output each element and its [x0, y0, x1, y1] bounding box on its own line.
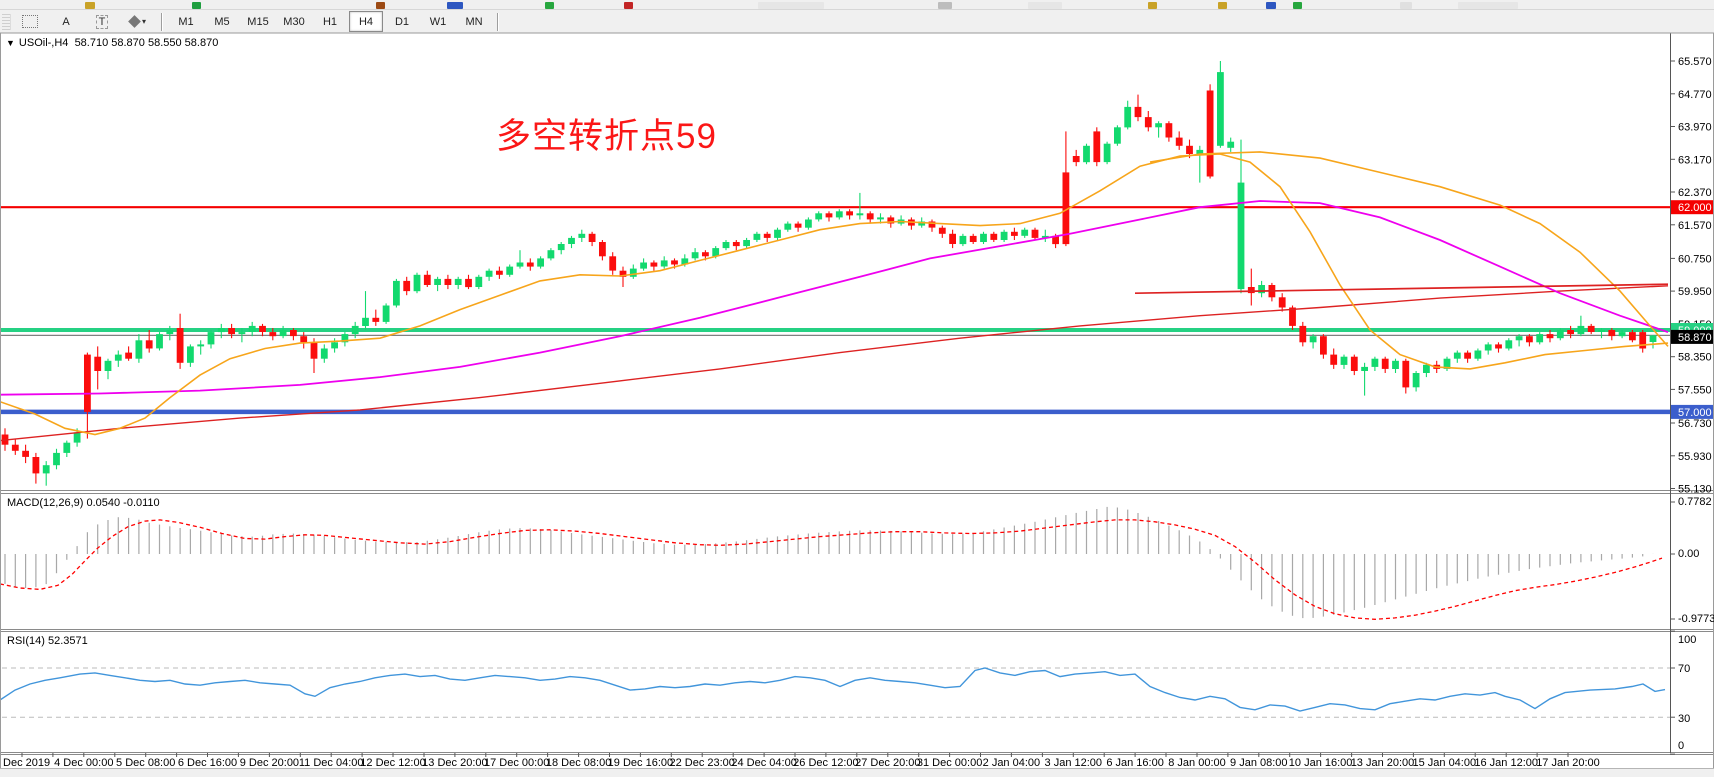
svg-text:63.170: 63.170	[1678, 154, 1712, 166]
svg-text:10 Jan 16:00: 10 Jan 16:00	[1289, 757, 1353, 769]
svg-text:57.000: 57.000	[1678, 407, 1712, 419]
svg-text:62.000: 62.000	[1678, 202, 1712, 214]
toolbar-icon-fragment	[938, 2, 952, 9]
svg-text:26 Dec 12:00: 26 Dec 12:00	[793, 757, 858, 769]
svg-text:24 Dec 04:00: 24 Dec 04:00	[731, 757, 796, 769]
svg-text:0.7782: 0.7782	[1678, 496, 1712, 508]
svg-text:16 Jan 12:00: 16 Jan 12:00	[1474, 757, 1538, 769]
svg-text:64.770: 64.770	[1678, 89, 1712, 101]
toolbar-icon-fragment	[1400, 2, 1412, 9]
toolbar-icon-fragment	[1266, 2, 1276, 9]
toolbar-icon-fragment	[1293, 2, 1302, 9]
svg-text:58.870: 58.870	[1678, 332, 1712, 344]
svg-text:12 Dec 12:00: 12 Dec 12:00	[360, 757, 425, 769]
rsi-label: RSI(14) 52.3571	[7, 635, 88, 647]
top-toolbar-strip	[0, 0, 1714, 10]
tf-button-w1[interactable]: W1	[429, 15, 447, 28]
svg-text:31 Dec 00:00: 31 Dec 00:00	[917, 757, 982, 769]
svg-text:60.750: 60.750	[1678, 253, 1712, 265]
svg-text:8 Jan 00:00: 8 Jan 00:00	[1168, 757, 1226, 769]
ohlc-values: 58.710 58.870 58.550 58.870	[74, 37, 219, 49]
tf-button-mn[interactable]: MN	[465, 15, 483, 28]
crosshair-tool-button[interactable]	[13, 11, 47, 32]
text-tool-button[interactable]: T	[85, 11, 119, 32]
svg-text:59.950: 59.950	[1678, 286, 1712, 298]
collapse-triangle-icon[interactable]: ▼	[6, 38, 15, 48]
svg-text:56.730: 56.730	[1678, 418, 1712, 430]
svg-text:2 Dec 2019: 2 Dec 2019	[0, 757, 50, 769]
chart-annotation-text: 多空转折点59	[496, 117, 717, 156]
toolbar-icon-fragment	[376, 2, 385, 9]
toolbar-separator	[497, 12, 499, 31]
svg-text:6 Jan 16:00: 6 Jan 16:00	[1106, 757, 1164, 769]
svg-text:17 Dec 00:00: 17 Dec 00:00	[484, 757, 549, 769]
svg-text:4 Dec 00:00: 4 Dec 00:00	[54, 757, 113, 769]
svg-text:17 Jan 20:00: 17 Jan 20:00	[1536, 757, 1600, 769]
tf-button-m30[interactable]: M30	[283, 15, 305, 28]
tf-button-h1[interactable]: H1	[322, 15, 338, 28]
chevron-down-icon: ▾	[141, 17, 146, 26]
toolbar-icon-fragment	[758, 2, 824, 9]
toolbar-icon-fragment	[85, 2, 95, 9]
svg-text:11 Dec 04:00: 11 Dec 04:00	[299, 757, 364, 769]
svg-text:30: 30	[1678, 713, 1690, 725]
svg-text:2 Jan 04:00: 2 Jan 04:00	[983, 757, 1041, 769]
arrows-tool-button[interactable]: ▾	[121, 11, 155, 32]
svg-text:9 Dec 20:00: 9 Dec 20:00	[240, 757, 299, 769]
svg-text:3 Jan 12:00: 3 Jan 12:00	[1045, 757, 1103, 769]
svg-text:9 Jan 08:00: 9 Jan 08:00	[1230, 757, 1288, 769]
tf-button-d1[interactable]: D1	[394, 15, 410, 28]
svg-text:19 Dec 16:00: 19 Dec 16:00	[608, 757, 673, 769]
toolbar-icon-fragment	[545, 2, 554, 9]
tf-button-h4[interactable]: H4	[349, 11, 383, 32]
text-tool-icon: T	[95, 14, 109, 29]
toolbar-grip	[2, 13, 11, 30]
toolbar-icon-fragment	[624, 2, 633, 9]
crosshair-icon	[22, 15, 38, 28]
svg-text:58.350: 58.350	[1678, 352, 1712, 364]
tf-button-m1[interactable]: M1	[178, 15, 194, 28]
tf-button-m15[interactable]: M15	[247, 15, 269, 28]
svg-text:57.550: 57.550	[1678, 384, 1712, 396]
svg-text:22 Dec 23:00: 22 Dec 23:00	[669, 757, 734, 769]
svg-text:13 Dec 20:00: 13 Dec 20:00	[422, 757, 487, 769]
svg-text:27 Dec 20:00: 27 Dec 20:00	[855, 757, 920, 769]
svg-text:15 Jan 04:00: 15 Jan 04:00	[1412, 757, 1476, 769]
toolbar-icon-fragment	[1148, 2, 1157, 9]
tf-button-m5[interactable]: M5	[214, 15, 230, 28]
svg-text:61.570: 61.570	[1678, 220, 1712, 232]
svg-text:5 Dec 08:00: 5 Dec 08:00	[116, 757, 175, 769]
svg-text:55.130: 55.130	[1678, 484, 1712, 496]
svg-text:100: 100	[1678, 634, 1696, 646]
toolbar-icon-fragment	[447, 2, 463, 9]
timeframe-group: M1 M5 M15 M30 H1 H4 D1 W1 MN	[169, 11, 491, 32]
svg-text:63.970: 63.970	[1678, 122, 1712, 134]
svg-text:55.930: 55.930	[1678, 451, 1712, 463]
svg-text:65.570: 65.570	[1678, 56, 1712, 68]
svg-text:18 Dec 08:00: 18 Dec 08:00	[546, 757, 611, 769]
svg-text:70: 70	[1678, 663, 1690, 675]
toolbar-icon-fragment	[192, 2, 201, 9]
toolbar-separator	[161, 12, 163, 31]
toolbar-icon-fragment	[1028, 2, 1062, 9]
svg-text:6 Dec 16:00: 6 Dec 16:00	[178, 757, 237, 769]
chart-header: ▼ USOil-,H4 58.710 58.870 58.550 58.870	[6, 37, 218, 49]
symbol-period-label: USOil-,H4	[18, 37, 69, 49]
text-label-tool-button[interactable]: A	[62, 15, 70, 28]
svg-text:0: 0	[1678, 740, 1684, 752]
svg-text:62.370: 62.370	[1678, 187, 1712, 199]
macd-label: MACD(12,26,9) 0.0540 -0.0110	[7, 497, 160, 509]
toolbar-icon-fragment	[1218, 2, 1227, 9]
svg-text:-0.9773: -0.9773	[1678, 613, 1714, 625]
macd-histogram	[4, 506, 1654, 619]
svg-text:0.00: 0.00	[1678, 548, 1699, 560]
toolbar-icon-fragment	[1458, 2, 1518, 9]
svg-text:13 Jan 20:00: 13 Jan 20:00	[1351, 757, 1415, 769]
